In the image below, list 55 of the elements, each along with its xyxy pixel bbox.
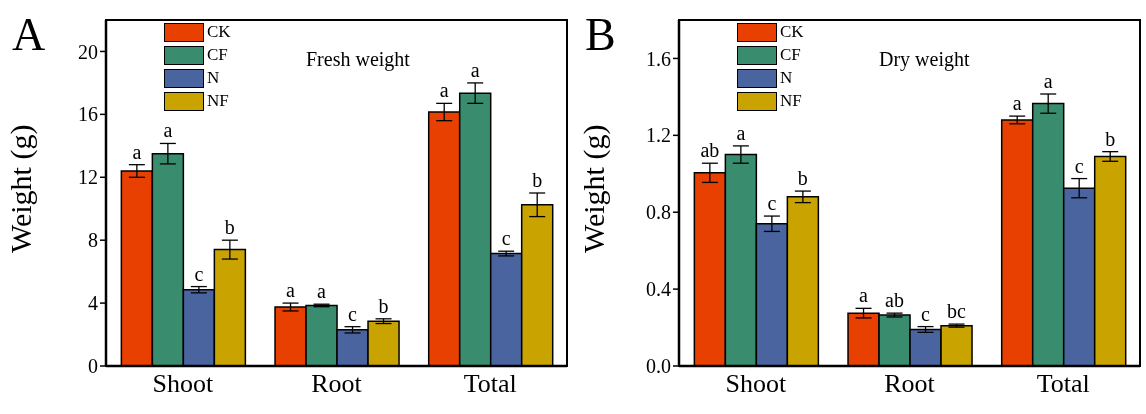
legend-label: N: [780, 68, 793, 88]
data-label: b: [224, 216, 235, 239]
data-label: b: [1105, 127, 1116, 150]
data-label: c: [767, 192, 777, 215]
data-label: a: [1043, 70, 1053, 93]
data-label: a: [439, 79, 449, 102]
legend-label: CK: [780, 22, 804, 42]
data-label: a: [163, 119, 173, 142]
data-label: c: [194, 262, 204, 285]
y-tick-label: 16: [78, 103, 98, 126]
legend-label: N: [207, 68, 220, 88]
x-tick-label: Total: [1036, 369, 1090, 399]
chart-title: A: [12, 9, 46, 60]
data-label: c: [501, 227, 511, 250]
data-label: a: [1012, 92, 1022, 115]
data-label: a: [132, 140, 142, 163]
data-label: b: [532, 169, 543, 191]
y-axis-title: Weight (g): [576, 124, 611, 253]
data-label: b: [378, 294, 389, 317]
data-label: c: [348, 302, 358, 325]
data-label: ab: [885, 289, 904, 312]
y-tick-label: 20: [78, 40, 98, 63]
annotation: Dry weight: [879, 48, 970, 71]
legend-label: CK: [207, 22, 231, 42]
x-tick-label: Shoot: [152, 369, 214, 399]
x-tick-label: Total: [463, 369, 517, 399]
y-tick-label: 12: [78, 166, 98, 189]
y-tick-label: 1.2: [646, 124, 671, 147]
y-tick-label: 0.8: [646, 201, 671, 224]
legend-label: CF: [207, 45, 228, 65]
x-tick-label: Shoot: [725, 369, 787, 399]
annotation: Fresh weight: [306, 48, 410, 71]
data-label: a: [859, 284, 869, 307]
x-tick-label: Root: [311, 369, 363, 399]
data-label: a: [470, 58, 480, 81]
data-label: c: [921, 302, 931, 325]
y-tick-label: 0: [88, 355, 98, 378]
data-label: c: [1074, 154, 1084, 177]
data-label: ab: [700, 139, 720, 162]
y-tick-label: 0.4: [646, 278, 671, 301]
legend-label: NF: [780, 91, 802, 111]
y-axis-title: Weight (g): [3, 124, 38, 253]
y-tick-label: 4: [88, 292, 98, 315]
y-tick-label: 8: [88, 229, 98, 252]
y-tick-label: 1.6: [646, 47, 671, 70]
x-tick-label: Root: [884, 369, 936, 399]
data-label: a: [736, 121, 746, 144]
data-label: a: [317, 280, 327, 303]
data-label: bc: [947, 300, 967, 323]
y-tick-label: 0.0: [646, 355, 671, 378]
legend-label: NF: [207, 91, 229, 111]
chart-title: B: [585, 9, 616, 60]
data-label: a: [286, 279, 296, 302]
legend-label: CF: [780, 45, 801, 65]
data-label: b: [797, 167, 808, 190]
